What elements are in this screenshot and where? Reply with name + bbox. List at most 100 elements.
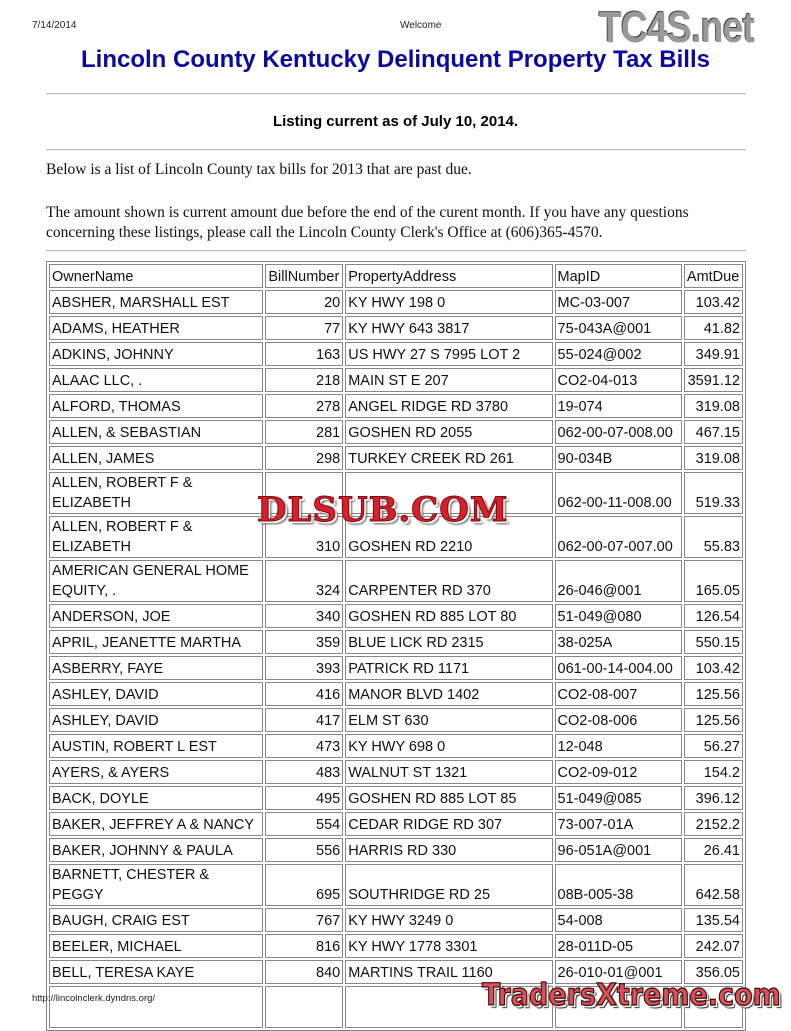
property-address-cell: US HWY 27 S 7995 LOT 2: [345, 342, 553, 366]
map-id-cell: 55-024@002: [554, 342, 682, 366]
owner-name-cell: ASBERRY, FAYE: [49, 656, 264, 680]
map-id-cell: 26-046@001: [554, 560, 682, 602]
bill-number-cell: 816: [265, 934, 344, 958]
property-address-cell: HARRIS RD 330: [345, 838, 553, 862]
bill-number-cell: [265, 472, 344, 514]
bill-number-cell: 556: [265, 838, 344, 862]
owner-name-cell: ADAMS, HEATHER: [49, 316, 264, 340]
owner-name-cell: BAKER, JOHNNY & PAULA: [49, 838, 264, 862]
amount-due-cell: 550.15: [683, 630, 743, 654]
bill-number-cell: 218: [265, 368, 344, 392]
amount-due-cell: 125.56: [683, 708, 743, 732]
page-title: Lincoln County Kentucky Delinquent Prope…: [81, 46, 710, 73]
tc4s-logo-watermark: TC4S.net: [598, 2, 754, 51]
bill-number-cell: 20: [265, 290, 344, 314]
table-row: ALLEN, ROBERT F & ELIZABETH 310 GOSHEN RD …: [49, 516, 743, 558]
tax-bills-table: OwnerName BillNumber PropertyAddress Map…: [46, 261, 746, 1031]
property-address-cell: [345, 472, 553, 514]
map-id-cell: 12-048: [554, 734, 682, 758]
property-address-cell: MANOR BLVD 1402: [345, 682, 553, 706]
column-header-amount-due: AmtDue: [683, 264, 743, 288]
map-id-cell: 90-034B: [554, 446, 682, 470]
amount-due-cell: 135.54: [683, 908, 743, 932]
table-row: ALLEN, & SEBASTIAN 281 GOSHEN RD 2055 062-0…: [49, 420, 743, 444]
divider: [46, 250, 746, 252]
table-header-row: OwnerName BillNumber PropertyAddress Map…: [49, 264, 743, 288]
table-row: BAUGH, CRAIG EST 767 KY HWY 3249 0 54-008 13…: [49, 908, 743, 932]
amount-due-cell: 103.42: [683, 290, 743, 314]
map-id-cell: 38-025A: [554, 630, 682, 654]
property-address-cell: KY HWY 198 0: [345, 290, 553, 314]
bill-number-cell: 340: [265, 604, 344, 628]
table-row: BAKER, JOHNNY & PAULA 556 HARRIS RD 330 96-…: [49, 838, 743, 862]
table-row: BAKER, JEFFREY A & NANCY 554 CEDAR RIDGE R…: [49, 812, 743, 836]
intro-text: Below is a list of Lincoln County tax bi…: [46, 161, 472, 178]
amount-due-cell: 41.82: [683, 316, 743, 340]
amount-due-cell: 125.56: [683, 682, 743, 706]
table-row: AUSTIN, ROBERT L EST 473 KY HWY 698 0 12-04…: [49, 734, 743, 758]
map-id-cell: 08B-005-38: [554, 864, 682, 906]
owner-name-cell: BARNETT, CHESTER & PEGGY: [49, 864, 264, 906]
property-address-cell: BLUE LICK RD 2315: [345, 630, 553, 654]
amount-due-cell: 396.12: [683, 786, 743, 810]
property-address-cell: MARTINS TRAIL 1160: [345, 960, 553, 984]
map-id-cell: 062-00-07-007.00: [554, 516, 682, 558]
amount-due-cell: 56.27: [683, 734, 743, 758]
table-row: ALLEN, JAMES 298 TURKEY CREEK RD 261 90-034…: [49, 446, 743, 470]
table-row: BARNETT, CHESTER & PEGGY 695 SOUTHRIDGE RD…: [49, 864, 743, 906]
property-address-cell: KY HWY 643 3817: [345, 316, 553, 340]
owner-name-cell: AMERICAN GENERAL HOME EQUITY, .: [49, 560, 264, 602]
bill-number-cell: 77: [265, 316, 344, 340]
column-header-address: PropertyAddress: [345, 264, 553, 288]
owner-name-cell: BAKER, JEFFREY A & NANCY: [49, 812, 264, 836]
divider: [46, 149, 746, 151]
amount-due-cell: 55.83: [683, 516, 743, 558]
property-address-cell: WALNUT ST 1321: [345, 760, 553, 784]
dlsub-watermark: DLSUB.COM: [256, 490, 509, 531]
property-address-cell: SOUTHRIDGE RD 25: [345, 864, 553, 906]
map-id-cell: CO2-09-012: [554, 760, 682, 784]
owner-name-cell: ALAAC LLC, .: [49, 368, 264, 392]
owner-name-cell: AYERS, & AYERS: [49, 760, 264, 784]
map-id-cell: 51-049@085: [554, 786, 682, 810]
page-header-title: Welcome: [400, 20, 442, 31]
property-address-cell: TURKEY CREEK RD 261: [345, 446, 553, 470]
bill-number-cell: 416: [265, 682, 344, 706]
map-id-cell: 75-043A@001: [554, 316, 682, 340]
map-id-cell: 26-010-01@001: [554, 960, 682, 984]
map-id-cell: 062-00-07-008.00: [554, 420, 682, 444]
bill-number-cell: 324: [265, 560, 344, 602]
footer-url: http://lincolnclerk.dyndns.org/: [32, 993, 156, 1004]
bill-number-cell: 554: [265, 812, 344, 836]
amount-due-cell: 349.91: [683, 342, 743, 366]
table-row: ALFORD, THOMAS 278 ANGEL RIDGE RD 3780 19-0…: [49, 394, 743, 418]
table-row: AYERS, & AYERS 483 WALNUT ST 1321 CO2-09-01…: [49, 760, 743, 784]
bill-number-cell: 298: [265, 446, 344, 470]
bill-number-cell: 483: [265, 760, 344, 784]
table-row: ADAMS, HEATHER 77 KY HWY 643 3817 75-043A@0…: [49, 316, 743, 340]
owner-name-cell: ASHLEY, DAVID: [49, 682, 264, 706]
table-row: ASHLEY, DAVID 417 ELM ST 630 CO2-08-006 125.…: [49, 708, 743, 732]
bill-number-cell: 278: [265, 394, 344, 418]
amount-due-cell: 519.33: [683, 472, 743, 514]
map-id-cell: CO2-08-007: [554, 682, 682, 706]
owner-name-cell: BACK, DOYLE: [49, 786, 264, 810]
map-id-cell: 54-008: [554, 908, 682, 932]
owner-name-cell: ANDERSON, JOE: [49, 604, 264, 628]
bill-number-cell: [265, 986, 344, 1028]
map-id-cell: 96-051A@001: [554, 838, 682, 862]
owner-name-cell: AUSTIN, ROBERT L EST: [49, 734, 264, 758]
property-address-cell: CEDAR RIDGE RD 307: [345, 812, 553, 836]
amount-due-cell: 2152.2: [683, 812, 743, 836]
property-address-cell: ANGEL RIDGE RD 3780: [345, 394, 553, 418]
bill-number-cell: 163: [265, 342, 344, 366]
owner-name-cell: ALLEN, ROBERT F & ELIZABETH: [49, 516, 264, 558]
property-address-cell: KY HWY 698 0: [345, 734, 553, 758]
column-header-owner: OwnerName: [49, 264, 264, 288]
table-row: ASHLEY, DAVID 416 MANOR BLVD 1402 CO2-08-00…: [49, 682, 743, 706]
table-row: BELL, TERESA KAYE 840 MARTINS TRAIL 1160 26…: [49, 960, 743, 984]
bill-number-cell: 495: [265, 786, 344, 810]
property-address-cell: GOSHEN RD 2055: [345, 420, 553, 444]
owner-name-cell: ALLEN, & SEBASTIAN: [49, 420, 264, 444]
